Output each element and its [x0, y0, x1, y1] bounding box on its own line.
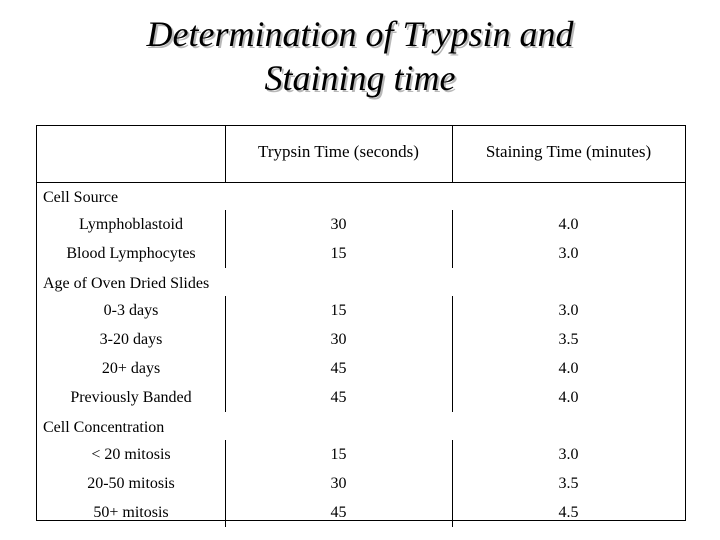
- row-trypsin: 30: [330, 215, 347, 233]
- column-divider: [225, 440, 226, 527]
- row-staining: 3.0: [558, 244, 579, 262]
- row-trypsin: 15: [330, 445, 347, 463]
- column-divider: [452, 296, 453, 412]
- row-staining: 3.5: [558, 330, 579, 348]
- row-staining: 3.0: [558, 445, 579, 463]
- row-name: < 20 mitosis: [91, 445, 171, 463]
- row-staining: 3.0: [558, 301, 579, 319]
- column-header-1: Trypsin Time (seconds): [258, 142, 419, 161]
- row-staining: 4.5: [558, 503, 579, 521]
- column-divider: [225, 126, 226, 182]
- row-trypsin: 30: [330, 330, 347, 348]
- column-divider: [452, 210, 453, 268]
- row-trypsin: 45: [330, 503, 347, 521]
- group-label-2: Cell Concentration: [43, 419, 165, 436]
- group-label-1: Age of Oven Dried Slides: [43, 275, 210, 292]
- row-name: Lymphoblastoid: [79, 215, 183, 233]
- row-trypsin: 45: [330, 388, 347, 406]
- column-header-2: Staining Time (minutes): [485, 142, 652, 161]
- data-table: Trypsin Time (seconds) Staining Time (min…: [36, 125, 686, 527]
- column-divider: [225, 296, 226, 412]
- row-staining: 4.0: [558, 215, 579, 233]
- slide-title-line-1: Determination of Trypsin and: [146, 14, 574, 54]
- header-divider: [37, 182, 685, 183]
- row-staining: 4.0: [558, 388, 579, 406]
- row-name: Blood Lymphocytes: [66, 244, 196, 262]
- row-trypsin: 15: [330, 301, 347, 319]
- row-staining: 4.0: [558, 359, 579, 377]
- row-trypsin: 15: [330, 244, 347, 262]
- group-label-0: Cell Source: [43, 189, 119, 206]
- row-name: 50+ mitosis: [93, 503, 169, 521]
- row-name: 20-50 mitosis: [87, 474, 175, 492]
- slide-title-line-2: Staining time: [264, 58, 456, 98]
- column-divider: [225, 210, 226, 268]
- row-name: 3-20 days: [99, 330, 163, 348]
- row-name: 20+ days: [101, 359, 161, 377]
- column-divider: [452, 126, 453, 182]
- column-divider: [452, 440, 453, 527]
- row-name: 0-3 days: [103, 301, 159, 319]
- row-name: Previously Banded: [70, 388, 192, 406]
- row-trypsin: 45: [330, 359, 347, 377]
- row-staining: 3.5: [558, 474, 579, 492]
- row-trypsin: 30: [330, 474, 347, 492]
- slide-title: Determination of Trypsin and Staining ti…: [0, 12, 720, 100]
